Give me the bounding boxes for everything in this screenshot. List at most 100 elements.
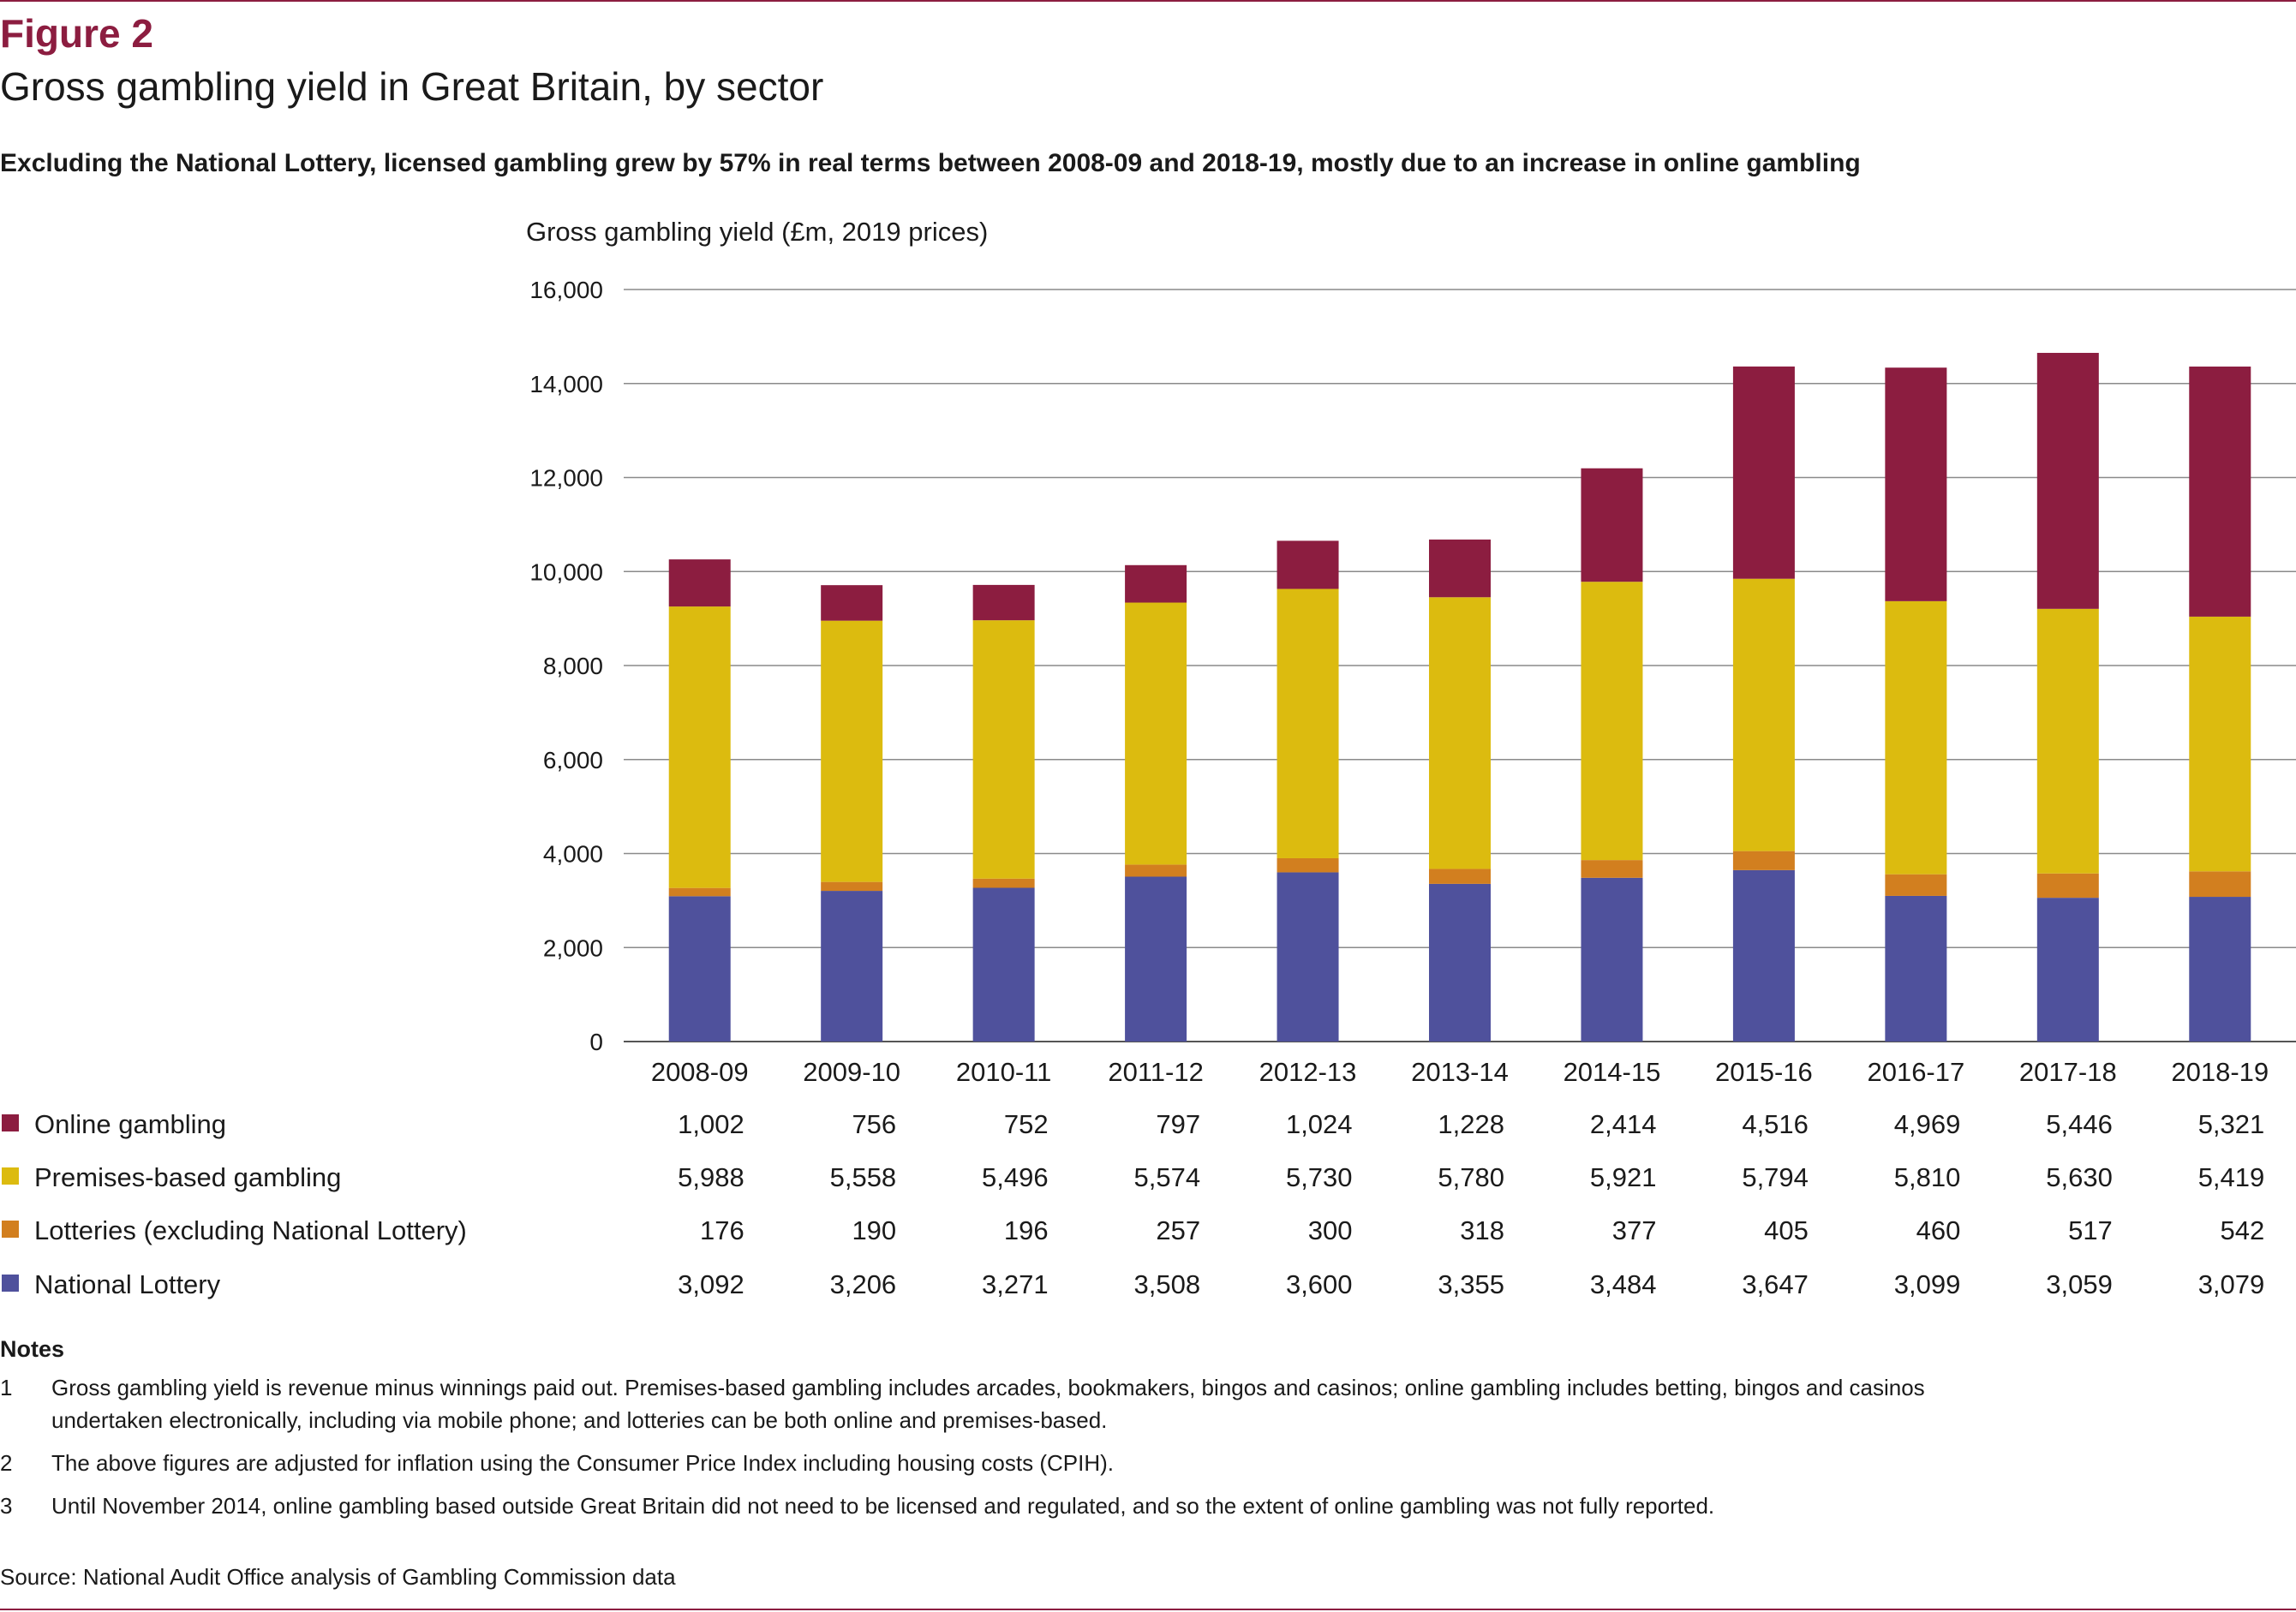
- x-tick-label: 2010-11: [956, 1057, 1051, 1087]
- bar-segment: [1277, 872, 1339, 1042]
- note-1: 1 Gross gambling yield is revenue minus …: [0, 1371, 2296, 1436]
- legend-swatch: [2, 1167, 19, 1185]
- stacked-bar-chart: Gross gambling yield (£m, 2019 prices) 0 2…: [2, 217, 2296, 1299]
- x-tick-label: 2018-19: [2171, 1057, 2269, 1087]
- data-table-value: 3,099: [1894, 1269, 1961, 1299]
- data-table-value: 196: [1004, 1215, 1049, 1245]
- legend-swatch: [2, 1221, 19, 1238]
- bar-segment: [821, 620, 883, 882]
- data-table-value: 5,810: [1894, 1162, 1961, 1192]
- legend-label: Lotteries (excluding National Lottery): [34, 1215, 467, 1245]
- bar-segment: [972, 620, 1035, 879]
- bar-segment: [821, 881, 883, 892]
- data-table-value: 1,228: [1438, 1109, 1504, 1139]
- data-table-value: 5,730: [1286, 1162, 1353, 1192]
- top-rule: [0, 0, 2296, 2]
- bar-segment: [2036, 352, 2099, 609]
- data-table-value: 3,092: [678, 1269, 744, 1299]
- data-table-value: 752: [1004, 1109, 1049, 1139]
- x-tick-label: 2012-13: [1259, 1057, 1357, 1087]
- bar-segment: [668, 559, 731, 607]
- bar-segment: [1429, 597, 1491, 869]
- data-table-value: 3,079: [2198, 1269, 2265, 1299]
- bottom-rule: [0, 1609, 2296, 1610]
- bar-segment: [1429, 539, 1491, 598]
- bar-segment: [1125, 602, 1187, 865]
- data-table-value: 5,496: [982, 1162, 1049, 1192]
- bar-segment: [972, 584, 1035, 621]
- data-table-value: 460: [1916, 1215, 1961, 1245]
- x-tick-label: 2017-18: [2019, 1057, 2117, 1087]
- bar-segment: [1125, 876, 1187, 1042]
- legend-swatch: [2, 1275, 19, 1292]
- data-table-value: 300: [1308, 1215, 1353, 1245]
- bar-segment: [668, 606, 731, 888]
- data-table-value: 5,321: [2198, 1109, 2265, 1139]
- data-table-value: 318: [1460, 1215, 1504, 1245]
- y-tick-label: 8,000: [543, 653, 603, 679]
- data-table-value: 5,446: [2046, 1109, 2113, 1139]
- y-tick-label: 14,000: [529, 371, 603, 397]
- note-text: The above figures are adjusted for infla…: [51, 1450, 1114, 1476]
- bar-segment: [1581, 877, 1643, 1042]
- x-tick-label: 2013-14: [1411, 1057, 1509, 1087]
- bar-segment: [1885, 874, 1947, 896]
- legend-label: Online gambling: [34, 1109, 226, 1139]
- x-tick-label: 2014-15: [1564, 1057, 1661, 1087]
- note-number: 2: [0, 1450, 13, 1476]
- bar-segment: [1125, 864, 1187, 877]
- y-tick-label: 4,000: [543, 841, 603, 868]
- data-table-value: 3,059: [2046, 1269, 2113, 1299]
- bar-segment: [972, 878, 1035, 888]
- notes-section: Notes 1 Gross gambling yield is revenue …: [0, 1336, 2296, 1532]
- chart-subtitle: Excluding the National Lottery, licensed…: [0, 149, 1861, 177]
- bar-segment: [1581, 468, 1643, 582]
- bar-segment: [2036, 608, 2099, 874]
- x-tick-label: 2011-12: [1108, 1057, 1203, 1087]
- data-table-value: 5,988: [678, 1162, 744, 1192]
- data-table-value: 756: [852, 1109, 896, 1139]
- y-tick-label: 16,000: [529, 277, 603, 303]
- bar-segment: [1277, 857, 1339, 873]
- bar-segment: [1581, 582, 1643, 861]
- bar-segment: [1429, 883, 1491, 1042]
- bar-segment: [1732, 366, 1795, 579]
- data-table-value: 2,414: [1590, 1109, 1657, 1139]
- bar-segment: [1732, 869, 1795, 1042]
- data-table-value: 5,780: [1438, 1162, 1504, 1192]
- legend-swatch: [2, 1114, 19, 1131]
- bar-segment: [2036, 873, 2099, 899]
- y-tick-label: 6,000: [543, 747, 603, 773]
- data-table-value: 3,484: [1590, 1269, 1657, 1299]
- note-text: Gross gambling yield is revenue minus wi…: [51, 1375, 1925, 1433]
- bar-segment: [1277, 588, 1339, 858]
- y-tick-label: 12,000: [529, 465, 603, 492]
- bar-segment: [1277, 540, 1339, 589]
- bar-segment: [1885, 600, 1947, 875]
- source-note: Source: National Audit Office analysis o…: [0, 1564, 676, 1590]
- bar-segment: [2189, 897, 2251, 1042]
- bar-segment: [1885, 367, 1947, 601]
- y-tick-label: 0: [589, 1029, 603, 1055]
- bar-segment: [1732, 851, 1795, 870]
- bar-segment: [668, 896, 731, 1042]
- bar-segment: [2036, 898, 2099, 1042]
- bar-segment: [1581, 860, 1643, 878]
- legend-label: Premises-based gambling: [34, 1162, 341, 1192]
- bar-segment: [821, 891, 883, 1042]
- figure-label: Figure 2: [0, 11, 153, 56]
- note-number: 1: [0, 1375, 13, 1400]
- bar-segment: [972, 887, 1035, 1042]
- y-tick-label: 2,000: [543, 934, 603, 961]
- bar-segment: [1429, 869, 1491, 884]
- note-number: 3: [0, 1493, 13, 1519]
- data-table-value: 3,271: [982, 1269, 1049, 1299]
- data-table-value: 176: [700, 1215, 744, 1245]
- data-table-value: 1,002: [678, 1109, 744, 1139]
- data-table-value: 3,600: [1286, 1269, 1353, 1299]
- data-table-value: 1,024: [1286, 1109, 1353, 1139]
- bar-segment: [1885, 895, 1947, 1042]
- data-table-value: 542: [2221, 1215, 2265, 1245]
- bar-segment: [821, 585, 883, 621]
- data-table-value: 257: [1156, 1215, 1200, 1245]
